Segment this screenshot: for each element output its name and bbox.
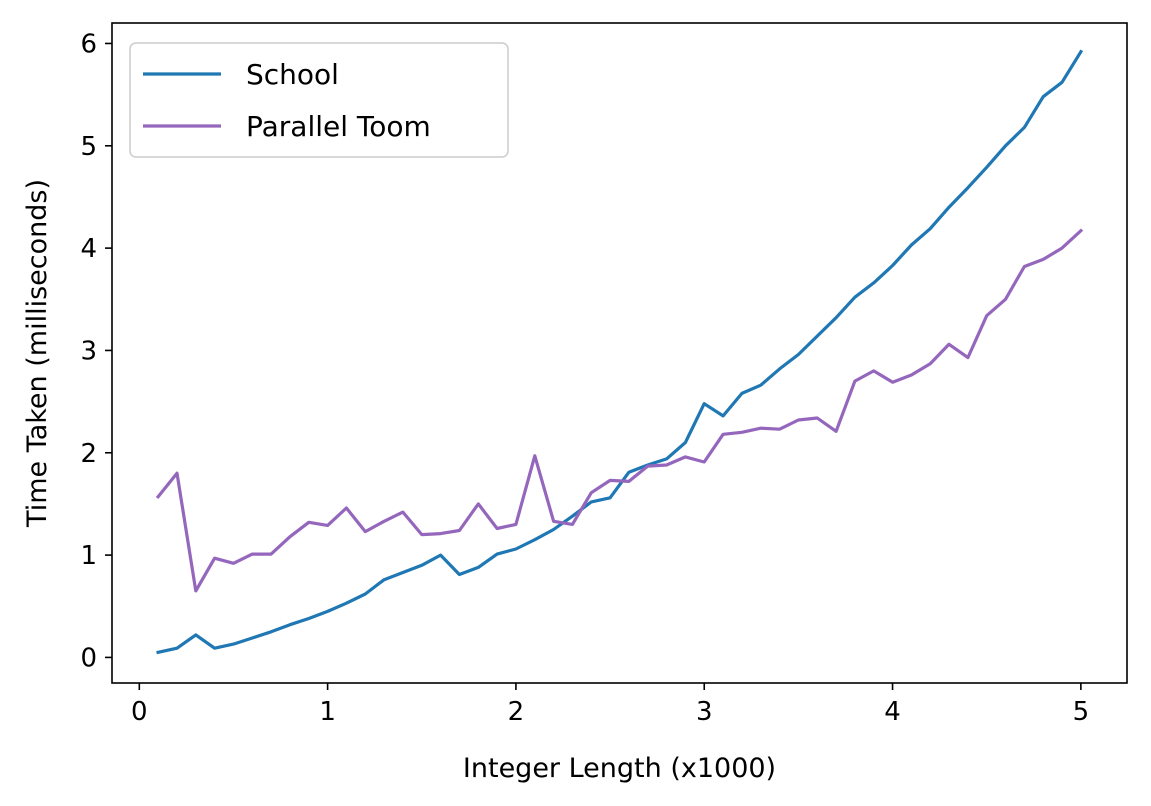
x-tick-label: 5	[1073, 697, 1090, 727]
y-axis-label: Time Taken (milliseconds)	[22, 179, 53, 528]
y-tick-label: 5	[80, 132, 97, 162]
series-line-school	[156, 49, 1084, 655]
x-axis-ticks: 0 1 2 3 4 5	[131, 683, 1089, 727]
legend: School Parallel Toom	[129, 42, 509, 158]
plot-frame	[111, 22, 1128, 684]
legend-label-parallel-toom: Parallel Toom	[246, 110, 431, 143]
x-tick-label: 3	[696, 697, 713, 727]
y-tick-label: 0	[80, 643, 97, 673]
y-axis-ticks: 0 1 2 3 4 5 6	[80, 29, 112, 673]
x-tick-label: 0	[131, 697, 148, 727]
y-tick-label: 1	[80, 541, 97, 571]
x-tick-label: 4	[884, 697, 901, 727]
legend-label-school: School	[246, 58, 339, 91]
y-tick-label: 4	[80, 234, 97, 264]
series-line-parallel-toom	[155, 228, 1084, 593]
x-axis-label: Integer Length (x1000)	[463, 753, 776, 784]
y-tick-label: 2	[80, 439, 97, 469]
series-layer	[155, 49, 1084, 655]
y-tick-label: 3	[80, 336, 97, 366]
x-tick-label: 2	[508, 697, 525, 727]
x-tick-label: 1	[319, 697, 336, 727]
y-tick-label: 6	[80, 29, 97, 59]
legend-frame	[129, 42, 509, 158]
